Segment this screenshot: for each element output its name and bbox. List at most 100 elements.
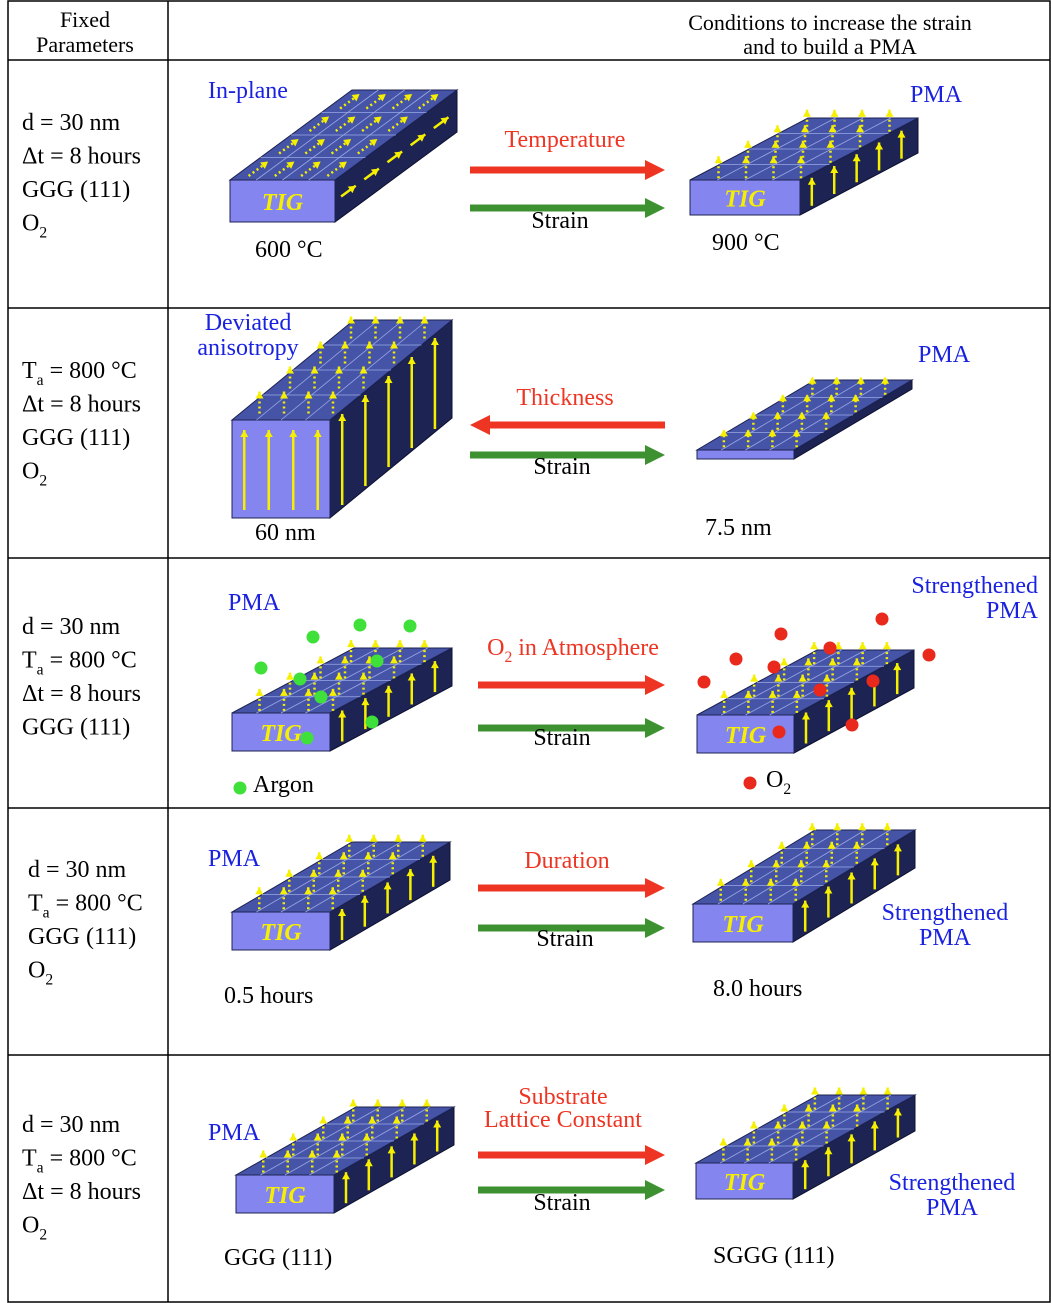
spin-arrow-head [717, 879, 725, 886]
parameter-part: = 800 °C [44, 358, 137, 384]
header-text: Conditions to increase the strain [688, 10, 972, 35]
spin-arrow-head [778, 842, 786, 849]
gas-dot [404, 620, 417, 633]
gas-dot [846, 719, 859, 732]
block-caption-part: O [766, 767, 783, 793]
parameter-part: 2 [45, 972, 53, 989]
parameter: O2 [22, 1213, 47, 1244]
block-text: TIG [260, 920, 302, 946]
spin-arrow-head [259, 1151, 267, 1158]
spin-arrow-head [349, 1100, 357, 1107]
block-text: TIG [725, 723, 767, 749]
spin-arrow-head [345, 835, 353, 842]
gas-dot [775, 628, 788, 641]
gas-dot [773, 726, 786, 739]
spin-arrow-head [750, 675, 758, 682]
spin-arrow-head [319, 1117, 327, 1124]
film-block: TIG [236, 1100, 454, 1214]
gas-dot [824, 642, 837, 655]
spin-arrow-head [808, 823, 816, 830]
change-label-part: Duration [524, 848, 609, 874]
spin-arrow-head [421, 640, 429, 647]
block-label: PMA [910, 82, 963, 108]
block-caption: 8.0 hours [713, 976, 802, 1002]
parameter: GGG (111) [28, 924, 136, 950]
spin-arrow-head [256, 689, 264, 696]
change-arrow-head [645, 445, 665, 465]
block-label: PMA [986, 598, 1039, 624]
spin-arrow-head [886, 110, 894, 117]
block-label: PMA [918, 342, 971, 368]
spin-arrow-head [372, 640, 380, 647]
spin-arrow-head [883, 642, 891, 649]
spin-arrow-head [347, 640, 355, 647]
block-label: PMA [919, 925, 972, 951]
parameter-part: O [22, 459, 39, 485]
spin-arrow-head [255, 887, 263, 894]
gas-dot [923, 649, 936, 662]
parameter-part: 2 [39, 225, 47, 242]
spin-arrow-head [419, 835, 427, 842]
parameter: d = 30 nm [22, 614, 121, 640]
change-arrow-head [645, 675, 665, 695]
change-label-part: Thickness [516, 385, 613, 411]
spin-arrow-head [780, 1105, 788, 1112]
change-label-part: Temperature [505, 127, 626, 153]
change-label-part: O [487, 635, 504, 661]
spin-arrow-head [370, 835, 378, 842]
parameter: GGG (111) [22, 715, 130, 741]
parameter: Δt = 8 hours [22, 144, 141, 170]
change-label: Temperature [505, 127, 626, 153]
parameter: Ta = 800 °C [22, 1146, 137, 1177]
spin-arrow-head [835, 1088, 843, 1095]
block-front-face [697, 450, 794, 459]
gas-dot [698, 676, 711, 689]
diagram-table: FixedParametersConditions to increase th… [0, 0, 1051, 1303]
spin-arrow-head [859, 642, 867, 649]
parameter: d = 30 nm [28, 857, 127, 883]
parameter: Δt = 8 hours [22, 392, 141, 418]
spin-arrow-head [883, 823, 891, 830]
block-text: TIG [722, 912, 764, 938]
spin-arrow-head [289, 1134, 297, 1141]
strain-label: Strain [531, 208, 588, 234]
strain-label: Strain [533, 454, 590, 480]
change-label: Thickness [516, 385, 613, 411]
parameter-part: = 800 °C [44, 648, 137, 674]
block-label: PMA [208, 1120, 261, 1146]
spin-arrow-head [286, 673, 294, 680]
spin-arrow-head [884, 1088, 892, 1095]
spin-arrow-head [810, 642, 818, 649]
change-arrow-head [645, 160, 665, 180]
strain-label: Strain [533, 1190, 590, 1216]
gas-dot [255, 662, 268, 675]
gas-dot [366, 716, 379, 729]
change-arrow-head [645, 718, 665, 738]
spin-arrow-head [744, 141, 752, 148]
gas-dot [234, 782, 247, 795]
parameter-part: O [28, 958, 45, 984]
block-label: Strengthened [889, 1170, 1016, 1196]
spin-arrow-head [750, 1122, 758, 1129]
header-text: and to build a PMA [743, 34, 917, 59]
film-block: TIG [690, 110, 918, 215]
block-label: PMA [208, 846, 261, 872]
spin-arrow-head [803, 110, 811, 117]
parameter: O2 [28, 958, 53, 989]
header-text: Fixed [60, 7, 110, 32]
spin-arrow-head [719, 1139, 727, 1146]
block-label: anisotropy [197, 335, 298, 361]
block-label: Deviated [205, 310, 292, 336]
gas-dot [876, 613, 889, 626]
gas-dot [867, 675, 880, 688]
block-caption: GGG (111) [224, 1245, 332, 1271]
parameter: O2 [22, 459, 47, 490]
gas-dot [730, 653, 743, 666]
parameter: GGG (111) [22, 425, 130, 451]
parameter-part: T [22, 1146, 37, 1172]
parameter: d = 30 nm [22, 110, 121, 136]
spin-arrow-head [859, 1088, 867, 1095]
spin-arrow-head [317, 656, 325, 663]
change-label-part: in Atmosphere [512, 635, 659, 661]
gas-dot [814, 684, 827, 697]
